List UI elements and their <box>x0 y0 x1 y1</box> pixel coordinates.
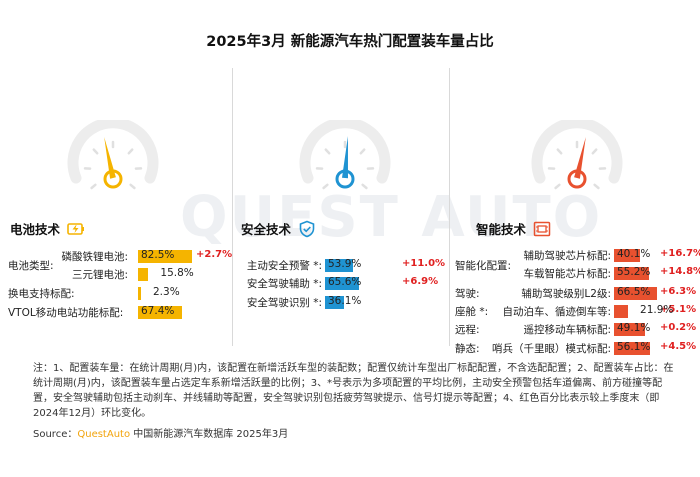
row-label: 磷酸铁锂电池: <box>61 251 128 263</box>
section-header-smart: 智能技术 <box>476 219 551 238</box>
shield-check-icon <box>299 220 315 237</box>
source-brand: QuestAuto <box>77 429 131 440</box>
change-label: +5.1% <box>660 304 697 315</box>
change-label: +6.9% <box>402 276 439 287</box>
bar-value-label: 65.6% <box>328 276 362 288</box>
bar <box>325 296 344 309</box>
bar <box>138 306 183 319</box>
footnotes: 注：1、配置装车量：在统计周期(月)内，该配置在新增活跃车型的装配数；配置仅统计… <box>33 363 674 419</box>
chip-icon <box>533 221 551 236</box>
bar-value-label: 53.9% <box>328 258 362 270</box>
bar-value-label: 82.5% <box>141 249 175 261</box>
group-label: VTOL移动电站功能标配: <box>8 307 124 319</box>
section-header-safety: 安全技术 <box>241 219 316 238</box>
change-label: +0.2% <box>660 322 697 333</box>
section-title-battery: 电池技术 <box>10 222 61 237</box>
bar-value-label: 55.2% <box>617 266 651 278</box>
watermark: QUEST AUTO <box>180 185 603 250</box>
row-label: 辅助驾驶芯片标配: <box>523 250 611 262</box>
section-title-smart: 智能技术 <box>476 222 527 237</box>
bar-value-label: 67.4% <box>141 305 175 317</box>
bar <box>138 268 149 281</box>
battery-gauge-icon <box>67 120 159 190</box>
bar <box>614 249 640 262</box>
group-label: 电池类型: <box>8 260 54 272</box>
bar-value-label: 56.1% <box>617 341 651 353</box>
group-label: 驾驶: <box>455 288 480 300</box>
source-suffix: 中国新能源汽车数据库 2025年3月 <box>130 429 289 440</box>
row-label: 安全驾驶识别 *: <box>246 297 322 309</box>
bar-value-label: 21.9% <box>640 304 674 316</box>
bar <box>614 287 657 300</box>
bar-value-label: 49.1% <box>617 322 651 334</box>
change-label: +11.0% <box>402 258 446 269</box>
bar <box>614 305 629 318</box>
divider-left <box>232 68 233 346</box>
section-title-safety: 安全技术 <box>241 222 292 237</box>
change-label: +14.8% <box>660 266 700 277</box>
bar-value-label: 40.1% <box>617 248 651 260</box>
row-label: 自动泊车、循迹倒车等: <box>502 306 611 318</box>
group-label: 静态: <box>455 343 480 355</box>
bar <box>614 323 646 336</box>
safety-gauge-icon <box>299 120 391 190</box>
divider-right <box>449 68 450 346</box>
bar-value-label: 36.1% <box>328 295 362 307</box>
row-label: 辅助驾驶级别L2级: <box>521 288 611 300</box>
bar-value-label: 15.8% <box>160 267 194 279</box>
row-label: 遥控移动车辆标配: <box>523 324 611 336</box>
group-label: 座舱 *: <box>455 306 489 318</box>
bar <box>138 287 141 300</box>
smart-gauge-icon <box>531 120 623 190</box>
row-label: 三元锂电池: <box>71 269 128 281</box>
section-header-battery: 电池技术 <box>10 219 85 238</box>
row-label: 安全驾驶辅助 *: <box>246 278 322 290</box>
source-prefix: Source： <box>33 429 78 440</box>
group-label: 远程: <box>455 324 480 336</box>
chart-title: 2025年3月 新能源汽车热门配置装车量占比 <box>206 34 494 50</box>
bar <box>325 259 354 272</box>
source-line: Source：QuestAuto 中国新能源汽车数据库 2025年3月 <box>33 425 288 440</box>
row-label: 哨兵（千里眼）模式标配: <box>491 343 611 355</box>
group-label: 智能化配置: <box>455 260 512 272</box>
change-label: +16.7% <box>660 248 700 259</box>
bar-value-label: 66.5% <box>617 286 651 298</box>
bar <box>614 342 650 355</box>
change-label: +4.5% <box>660 341 697 352</box>
bar <box>325 277 360 290</box>
battery-bolt-icon <box>67 222 85 235</box>
bar-value-label: 2.3% <box>153 286 180 298</box>
row-label: 车载智能芯片标配: <box>523 268 611 280</box>
change-label: +2.7% <box>196 249 233 260</box>
bar <box>614 267 650 280</box>
bar <box>138 250 193 263</box>
group-label: 换电支持标配: <box>8 288 75 300</box>
change-label: +6.3% <box>660 286 697 297</box>
row-label: 主动安全预警 *: <box>246 260 322 272</box>
